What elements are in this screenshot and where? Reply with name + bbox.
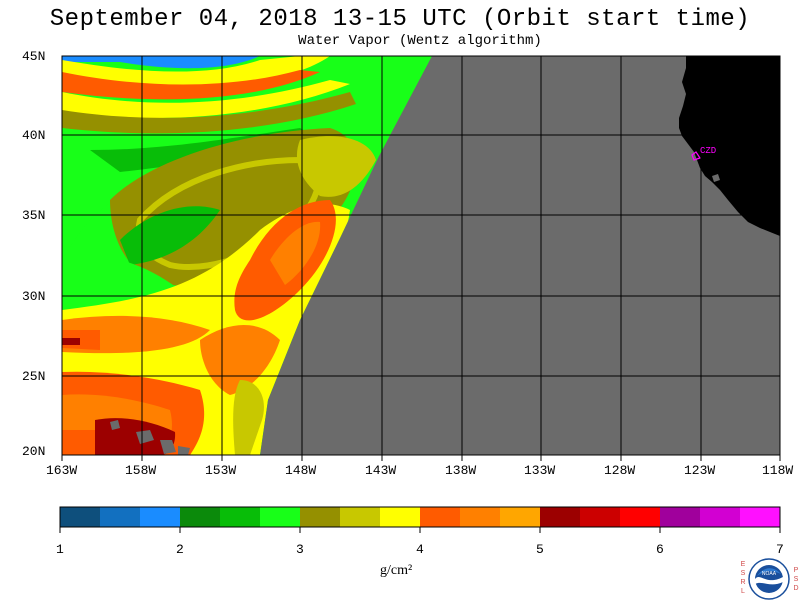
- colorbar-swatch: [740, 507, 781, 527]
- colorbar-swatch: [60, 507, 101, 527]
- colorbar-swatch: [260, 507, 301, 527]
- station-label: CZD: [700, 146, 717, 156]
- lon-label-128w: 128W: [604, 463, 636, 478]
- svg-text:NOAA: NOAA: [762, 571, 777, 577]
- lon-label-163w: 163W: [46, 463, 78, 478]
- colorbar-label-5: 5: [536, 542, 544, 557]
- lat-label-35n: 35N: [22, 208, 46, 223]
- noaa-logo-icon: NOAA: [748, 558, 790, 600]
- lat-label-30n: 30N: [22, 289, 46, 304]
- colorbar-swatch: [140, 507, 181, 527]
- colorbar-swatch: [660, 507, 701, 527]
- colorbar-swatch: [300, 507, 341, 527]
- lat-label-25n: 25N: [22, 369, 46, 384]
- colorbar-units: g/cm²: [380, 563, 413, 578]
- colorbar-swatch: [540, 507, 581, 527]
- map-subtitle: Water Vapor (Wentz algorithm): [298, 33, 542, 49]
- colorbar-swatch: [380, 507, 421, 527]
- colorbar-ticks: [59, 527, 781, 533]
- colorbar-swatch: [420, 507, 461, 527]
- lon-label-138w: 138W: [445, 463, 477, 478]
- colorbar-swatch: [340, 507, 381, 527]
- lon-label-143w: 143W: [365, 463, 397, 478]
- colorbar-label-7: 7: [776, 542, 784, 557]
- colorbar-label-3: 3: [296, 542, 304, 557]
- lon-label-153w: 153W: [205, 463, 237, 478]
- colorbar-label-2: 2: [176, 542, 184, 557]
- colorbar-label-6: 6: [656, 542, 664, 557]
- colorbar-label-4: 4: [416, 542, 424, 557]
- lon-label-158w: 158W: [125, 463, 157, 478]
- lon-label-133w: 133W: [524, 463, 556, 478]
- map-title: September 04, 2018 13-15 UTC (Orbit star…: [49, 6, 751, 33]
- lon-label-118w: 118W: [762, 463, 794, 478]
- lon-label-148w: 148W: [285, 463, 317, 478]
- lat-label-40n: 40N: [22, 128, 46, 143]
- grid-lines: [62, 56, 780, 455]
- colorbar-swatch: [100, 507, 141, 527]
- colorbar-swatch: [580, 507, 621, 527]
- tick-marks: [61, 455, 781, 461]
- land-region: [679, 56, 780, 236]
- colorbar-label-1: 1: [56, 542, 64, 557]
- colorbar-swatch: [700, 507, 741, 527]
- colorbar-swatch: [460, 507, 501, 527]
- map-frame: [61, 55, 781, 456]
- lat-label-20n: 20N: [22, 444, 46, 459]
- lon-label-123w: 123W: [684, 463, 716, 478]
- lat-label-45n: 45N: [22, 49, 46, 64]
- colorbar-swatch: [220, 507, 261, 527]
- colorbar-swatch: [620, 507, 661, 527]
- colorbar: [60, 507, 781, 527]
- colorbar-swatch: [500, 507, 541, 527]
- colorbar-swatch: [180, 507, 221, 527]
- map-plot-area: [62, 56, 780, 455]
- station-marker: [691, 151, 701, 161]
